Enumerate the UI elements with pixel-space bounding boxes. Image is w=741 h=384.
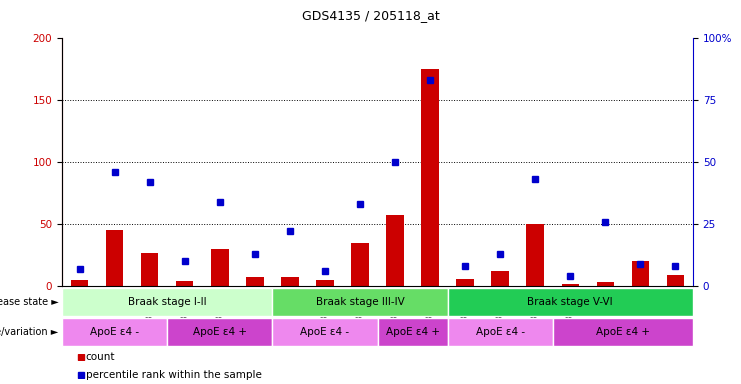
Bar [62, 288, 273, 316]
Text: GDS4135 / 205118_at: GDS4135 / 205118_at [302, 9, 439, 22]
Bar [491, 271, 509, 286]
Bar [448, 288, 693, 316]
Bar [273, 318, 377, 346]
Text: ApoE ε4 +: ApoE ε4 + [385, 327, 439, 337]
Bar [631, 261, 649, 286]
Text: percentile rank within the sample: percentile rank within the sample [86, 369, 262, 379]
Bar [667, 275, 684, 286]
Bar [456, 278, 474, 286]
Bar [316, 280, 333, 286]
Bar [527, 224, 544, 286]
Bar [422, 69, 439, 286]
Text: ApoE ε4 -: ApoE ε4 - [300, 327, 350, 337]
Bar [597, 282, 614, 286]
Bar [281, 277, 299, 286]
Text: Braak stage V-VI: Braak stage V-VI [528, 297, 613, 307]
Bar [70, 280, 88, 286]
Bar [211, 249, 228, 286]
Text: disease state ►: disease state ► [0, 297, 59, 307]
Bar [273, 288, 448, 316]
Text: ApoE ε4 -: ApoE ε4 - [90, 327, 139, 337]
Bar [141, 253, 159, 286]
Bar [106, 230, 123, 286]
Bar [167, 318, 273, 346]
Text: genotype/variation ►: genotype/variation ► [0, 327, 59, 337]
Bar [246, 277, 264, 286]
Text: Braak stage I-II: Braak stage I-II [128, 297, 207, 307]
Bar [553, 318, 693, 346]
Bar [351, 243, 369, 286]
Bar [386, 215, 404, 286]
Text: ApoE ε4 +: ApoE ε4 + [193, 327, 247, 337]
Text: ApoE ε4 +: ApoE ε4 + [596, 327, 650, 337]
Bar [176, 281, 193, 286]
Bar [562, 283, 579, 286]
Text: count: count [86, 353, 115, 362]
Text: ApoE ε4 -: ApoE ε4 - [476, 327, 525, 337]
Bar [377, 318, 448, 346]
Bar [62, 318, 167, 346]
Bar [448, 318, 553, 346]
Text: Braak stage III-IV: Braak stage III-IV [316, 297, 405, 307]
